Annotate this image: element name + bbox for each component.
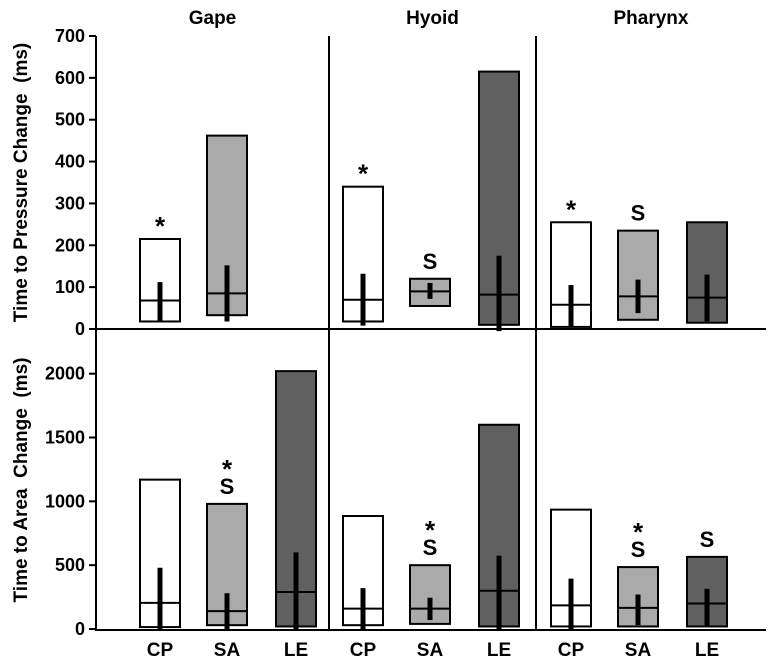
x-category-label-cp: CP <box>350 640 377 661</box>
significance-s-marker: S <box>631 537 646 562</box>
x-category-label-le: LE <box>695 640 719 661</box>
y-tick-label: 0 <box>75 319 85 339</box>
y-tick-label: 0 <box>75 619 85 639</box>
column-title-gape: Gape <box>189 8 237 29</box>
significance-s-marker: S <box>423 249 438 274</box>
significance-s-marker: S <box>423 535 438 560</box>
y-tick-label: 100 <box>55 277 85 297</box>
y-axis-label-panel-2: Time to Area Change (ms) <box>11 358 32 603</box>
bar-1-hyoid-sa <box>409 564 451 625</box>
y-tick-label: 600 <box>55 68 85 88</box>
significance-s-marker: S <box>631 201 646 226</box>
x-category-label-cp: CP <box>558 640 585 661</box>
x-category-label-sa: SA <box>625 640 652 661</box>
y-tick-label: 1000 <box>45 491 85 511</box>
y-tick-label: 500 <box>55 555 85 575</box>
y-tick-label: 300 <box>55 193 85 213</box>
x-category-label-sa: SA <box>417 640 444 661</box>
bar-0-pharynx-cp <box>550 221 592 328</box>
x-category-label-le: LE <box>487 640 511 661</box>
significance-star-marker: * <box>358 159 369 189</box>
column-title-pharynx: Pharynx <box>614 8 689 29</box>
y-tick-label: 500 <box>55 110 85 130</box>
significance-star-marker: * <box>566 194 577 224</box>
y-axis-label-panel-1: Time to Pressure Change (ms) <box>11 43 32 322</box>
x-category-label-sa: SA <box>214 640 241 661</box>
y-tick-label: 2000 <box>45 364 85 384</box>
x-category-label-le: LE <box>284 640 308 661</box>
significance-star-marker: * <box>633 517 644 547</box>
significance-star-marker: * <box>425 515 436 545</box>
y-tick-label: 1500 <box>45 428 85 448</box>
significance-star-marker: * <box>155 211 166 241</box>
y-tick-label: 400 <box>55 152 85 172</box>
significance-s-marker: S <box>220 474 235 499</box>
y-tick-label: 200 <box>55 235 85 255</box>
column-title-hyoid: Hyoid <box>406 8 459 29</box>
y-tick-label: 700 <box>55 26 85 46</box>
significance-s-marker: S <box>700 527 715 552</box>
x-category-label-cp: CP <box>147 640 174 661</box>
significance-star-marker: * <box>222 454 233 484</box>
